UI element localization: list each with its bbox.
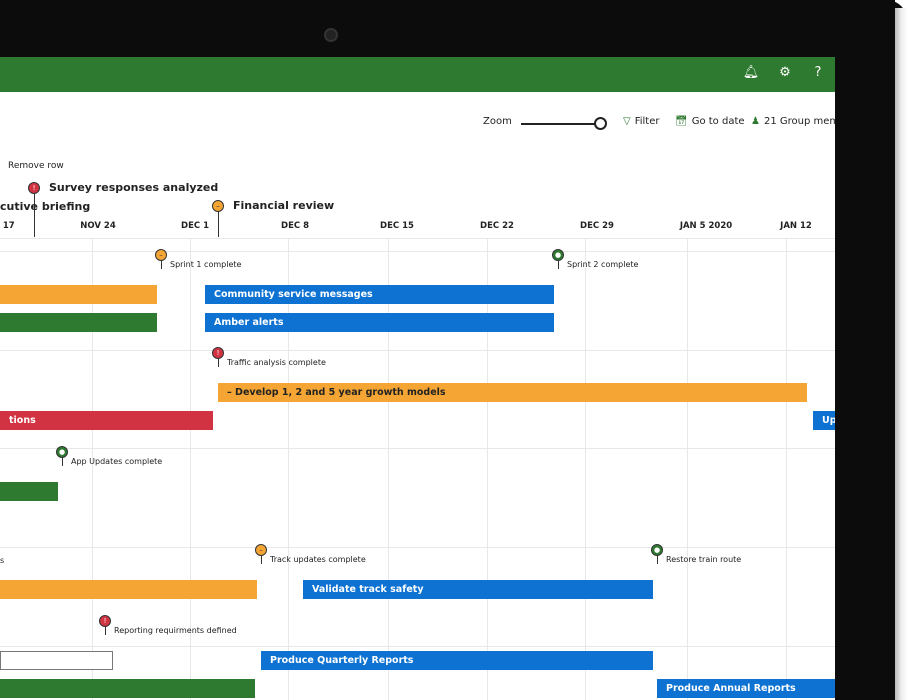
help-icon[interactable]: ? xyxy=(814,65,822,80)
date-tick: JAN 5 2020 xyxy=(679,221,733,231)
calendar-icon: 📅︎ xyxy=(675,116,688,127)
go-to-date-button[interactable]: 📅︎ Go to date xyxy=(675,116,745,127)
grid-column-line xyxy=(487,238,488,700)
zoom-label: Zoom xyxy=(483,116,512,127)
task-bar[interactable]: Produce Annual Reports xyxy=(657,679,835,698)
grid-row-line xyxy=(0,646,835,647)
grid-row-line xyxy=(0,350,835,351)
grid-column-line xyxy=(92,238,93,700)
milestone-stem xyxy=(62,457,63,466)
grid-column-line xyxy=(388,238,389,700)
milestone-stem xyxy=(218,211,219,237)
milestone-stem xyxy=(161,260,162,269)
milestone-stem xyxy=(34,193,35,237)
task-bar[interactable] xyxy=(0,285,157,304)
filter-label: Filter xyxy=(634,116,660,127)
grid-column-line xyxy=(786,238,787,700)
milestone-label: App Updates complete xyxy=(71,457,163,466)
remove-row-button[interactable]: Remove row xyxy=(8,161,64,171)
group-members-label: 21 Group memb xyxy=(763,116,835,127)
grid-row-line xyxy=(0,547,835,548)
camera xyxy=(324,28,338,42)
task-bar[interactable] xyxy=(0,313,157,332)
milestone-executive-briefing[interactable]: cutive briefing xyxy=(0,200,91,213)
date-tick: JAN 12 xyxy=(780,221,812,231)
filter-icon: ▽ xyxy=(623,116,631,127)
milestone-label: Restore train route xyxy=(666,555,742,564)
date-tick: DEC 1 xyxy=(181,221,209,231)
milestone-label: Financial review xyxy=(233,199,335,212)
milestone-label: Survey responses analyzed xyxy=(49,181,219,194)
task-bar[interactable]: tions xyxy=(0,411,213,430)
zoom-slider[interactable] xyxy=(521,123,601,125)
people-icon: ♟ xyxy=(751,116,760,127)
task-bar[interactable] xyxy=(0,679,255,698)
device-bezel-right xyxy=(835,0,895,700)
device-edge xyxy=(895,8,908,700)
device-bezel xyxy=(0,0,908,57)
grid-column-line xyxy=(687,238,688,700)
filter-button[interactable]: ▽ Filter xyxy=(623,116,659,127)
grid-column-line xyxy=(585,238,586,700)
milestone-label: Track updates complete xyxy=(270,555,366,564)
zoom-slider-handle[interactable] xyxy=(594,117,607,130)
milestone-label: Traffic analysis complete xyxy=(227,358,326,367)
grid-column-line xyxy=(190,238,191,700)
app-header: 🔔︎ ⚙ ? xyxy=(0,57,835,92)
gear-icon[interactable]: ⚙ xyxy=(779,65,791,80)
task-bar[interactable]: Amber alerts xyxy=(205,313,554,332)
task-bar[interactable] xyxy=(0,651,113,670)
milestone-label: Reporting requirments defined xyxy=(114,626,237,635)
milestone-stem xyxy=(261,555,262,564)
date-tick: V 17 xyxy=(0,221,15,231)
milestone-stem xyxy=(105,626,106,635)
date-tick: DEC 15 xyxy=(380,221,414,231)
go-to-date-label: Go to date xyxy=(691,116,745,127)
task-bar[interactable]: – Develop 1, 2 and 5 year growth models xyxy=(218,383,807,402)
task-bar[interactable] xyxy=(0,482,58,501)
date-tick: DEC 8 xyxy=(281,221,309,231)
milestone-stem xyxy=(657,555,658,564)
milestone-label: Sprint 2 complete xyxy=(567,260,639,269)
date-tick: DEC 29 xyxy=(580,221,614,231)
milestone-label: Sprint 1 complete xyxy=(170,260,242,269)
date-tick: NOV 24 xyxy=(80,221,116,231)
screen: 🔔︎ ⚙ ? Zoom ▽ Filter 📅︎ Go to date ♟ 21 Gro… xyxy=(0,57,835,700)
bell-icon[interactable]: 🔔︎ xyxy=(742,65,760,80)
grid-row-line xyxy=(0,448,835,449)
row-label-fragment: s xyxy=(0,556,5,565)
group-members-button[interactable]: ♟21 Group memb xyxy=(751,116,835,127)
milestone-stem xyxy=(558,260,559,269)
grid-row-line xyxy=(0,251,835,252)
task-bar[interactable]: Community service messages xyxy=(205,285,554,304)
task-bar[interactable] xyxy=(0,580,257,599)
task-bar[interactable]: Up xyxy=(813,411,835,430)
task-bar[interactable]: Validate track safety xyxy=(303,580,653,599)
task-bar[interactable]: Produce Quarterly Reports xyxy=(261,651,653,670)
date-tick: DEC 22 xyxy=(480,221,514,231)
milestone-stem xyxy=(218,358,219,367)
grid-row-line xyxy=(0,238,835,239)
grid-column-line xyxy=(288,238,289,700)
